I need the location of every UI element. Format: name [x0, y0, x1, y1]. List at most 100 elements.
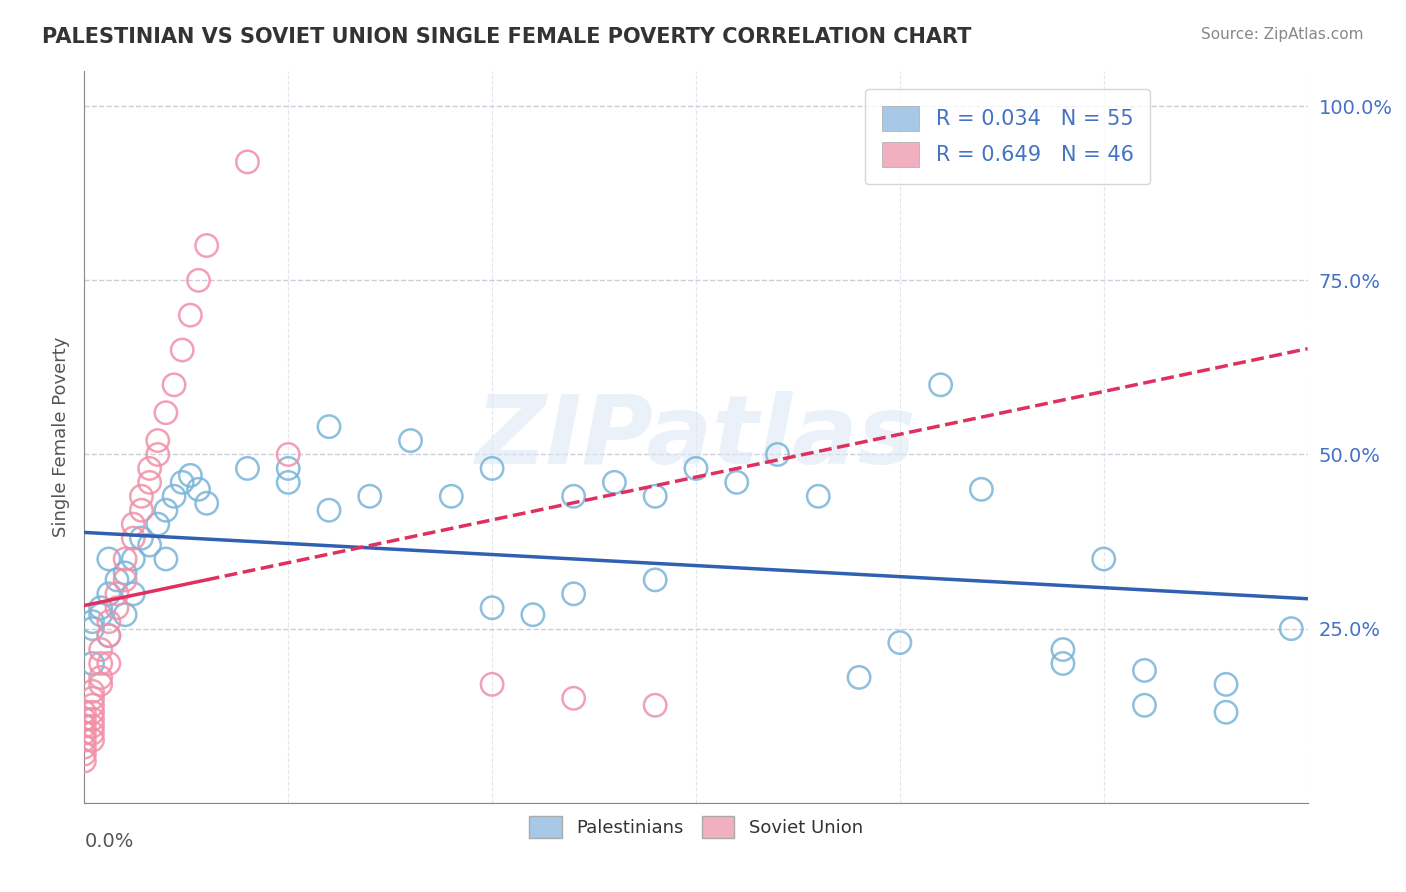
Point	[90, 657, 112, 671]
Point	[82, 733, 104, 747]
Point	[172, 475, 194, 490]
Point	[73, 740, 96, 755]
Point	[1215, 705, 1237, 719]
Point	[90, 670, 112, 684]
Point	[82, 615, 104, 629]
Point	[277, 461, 299, 475]
Point	[1052, 642, 1074, 657]
Point	[82, 684, 104, 698]
Text: ZIPatlas: ZIPatlas	[475, 391, 917, 483]
Point	[163, 489, 186, 503]
Point	[766, 448, 789, 462]
Point	[277, 475, 299, 490]
Point	[97, 657, 120, 671]
Point	[481, 461, 503, 475]
Point	[82, 622, 104, 636]
Point	[90, 600, 112, 615]
Point	[562, 489, 585, 503]
Point	[82, 698, 104, 713]
Point	[122, 587, 145, 601]
Point	[122, 552, 145, 566]
Point	[73, 754, 96, 768]
Point	[114, 566, 136, 580]
Point	[82, 657, 104, 671]
Point	[1133, 664, 1156, 678]
Point	[1133, 698, 1156, 713]
Point	[644, 489, 666, 503]
Point	[82, 705, 104, 719]
Point	[73, 747, 96, 761]
Point	[1052, 657, 1074, 671]
Point	[1215, 677, 1237, 691]
Point	[318, 503, 340, 517]
Point	[90, 677, 112, 691]
Point	[318, 419, 340, 434]
Point	[138, 538, 160, 552]
Point	[179, 468, 201, 483]
Point	[82, 712, 104, 726]
Point	[82, 691, 104, 706]
Point	[929, 377, 952, 392]
Point	[562, 691, 585, 706]
Point	[481, 677, 503, 691]
Point	[114, 607, 136, 622]
Point	[1279, 622, 1302, 636]
Point	[236, 155, 259, 169]
Point	[481, 600, 503, 615]
Point	[73, 705, 96, 719]
Point	[685, 461, 707, 475]
Point	[82, 726, 104, 740]
Point	[114, 573, 136, 587]
Point	[236, 461, 259, 475]
Point	[105, 600, 128, 615]
Point	[105, 587, 128, 601]
Point	[155, 552, 177, 566]
Point	[1092, 552, 1115, 566]
Point	[522, 607, 544, 622]
Point	[195, 496, 218, 510]
Point	[163, 377, 186, 392]
Point	[73, 719, 96, 733]
Point	[603, 475, 626, 490]
Point	[97, 629, 120, 643]
Point	[90, 642, 112, 657]
Point	[172, 343, 194, 357]
Point	[146, 517, 169, 532]
Point	[399, 434, 422, 448]
Point	[122, 517, 145, 532]
Point	[848, 670, 870, 684]
Text: Source: ZipAtlas.com: Source: ZipAtlas.com	[1201, 27, 1364, 42]
Text: 0.0%: 0.0%	[84, 832, 134, 851]
Legend: Palestinians, Soviet Union: Palestinians, Soviet Union	[522, 808, 870, 845]
Point	[889, 635, 911, 649]
Point	[562, 587, 585, 601]
Point	[146, 434, 169, 448]
Point	[82, 719, 104, 733]
Point	[970, 483, 993, 497]
Point	[195, 238, 218, 252]
Point	[725, 475, 748, 490]
Point	[131, 531, 153, 545]
Point	[73, 712, 96, 726]
Point	[97, 552, 120, 566]
Point	[114, 552, 136, 566]
Point	[359, 489, 381, 503]
Text: PALESTINIAN VS SOVIET UNION SINGLE FEMALE POVERTY CORRELATION CHART: PALESTINIAN VS SOVIET UNION SINGLE FEMAL…	[42, 27, 972, 46]
Point	[187, 483, 209, 497]
Point	[440, 489, 463, 503]
Point	[155, 503, 177, 517]
Point	[179, 308, 201, 322]
Point	[138, 475, 160, 490]
Point	[73, 733, 96, 747]
Point	[131, 503, 153, 517]
Point	[90, 607, 112, 622]
Point	[138, 461, 160, 475]
Point	[146, 448, 169, 462]
Point	[122, 531, 145, 545]
Point	[105, 573, 128, 587]
Point	[97, 615, 120, 629]
Point	[187, 273, 209, 287]
Point	[277, 448, 299, 462]
Point	[644, 573, 666, 587]
Point	[131, 489, 153, 503]
